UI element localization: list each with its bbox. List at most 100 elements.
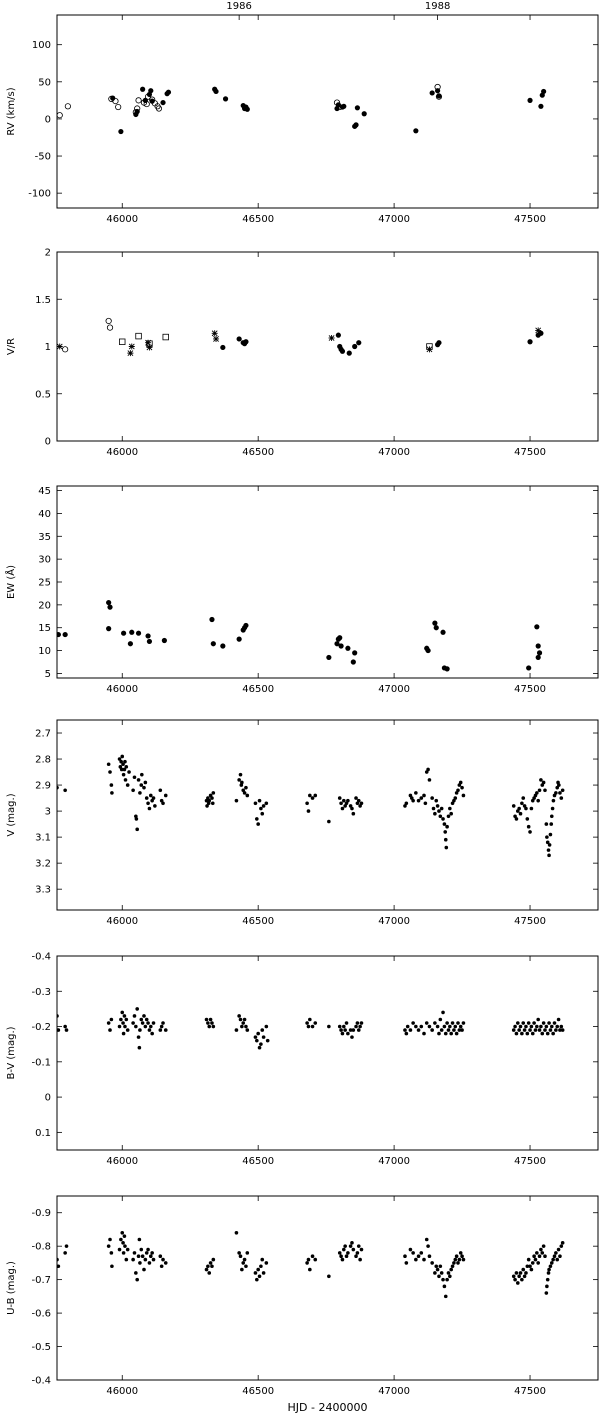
data-point [555,1024,560,1029]
data-point [452,1261,456,1265]
x-axis-label: HJD - 2400000 [288,1401,368,1414]
data-point [456,1021,460,1025]
data-point [408,1028,413,1032]
data-point [147,806,152,811]
data-point [551,1257,555,1262]
data-point [438,814,443,819]
data-point [131,1021,135,1025]
plot-frame [56,719,599,911]
data-point-open [115,103,122,111]
data-point [144,1017,149,1022]
data-point [240,1024,244,1029]
x-tick-label: 47500 [514,916,546,927]
data-point [124,765,129,769]
data-point [549,814,554,819]
data-point [144,796,149,800]
data-point [153,804,157,808]
data-point [255,1038,259,1043]
data-point [528,1028,532,1032]
plot-frame [56,485,599,679]
data-point-filled [356,340,362,346]
data-point [245,1251,250,1255]
data-point [419,1251,424,1255]
data-point [234,1028,239,1032]
data-point [460,1028,464,1032]
data-point [529,1267,534,1272]
data-point [348,1028,353,1032]
x-tick-label: 46500 [242,214,274,225]
y-axis-label: U-B (mag.) [6,1261,17,1315]
data-point-filled [129,629,135,635]
data-point [513,1024,517,1029]
data-point-filled [243,339,249,345]
data-point [151,796,156,800]
data-point [520,1277,524,1282]
top-year-label: 1988 [425,1,450,12]
data-point [529,1024,534,1029]
data-point [449,1031,453,1036]
data-point [554,791,558,795]
y-tick-label: -0.4 [31,1376,51,1387]
data-point [134,1024,138,1029]
data-point [533,1257,538,1262]
data-point-filled [62,631,68,638]
data-point [445,1277,449,1282]
data-point-filled [535,654,541,661]
data-point [137,1045,142,1050]
data-point-filled [345,645,351,651]
data-point [422,1257,426,1262]
data-point [110,1264,114,1269]
data-point [144,1251,149,1255]
data-point [125,1028,130,1032]
data-point-filled [127,641,134,647]
data-point [547,853,551,858]
data-point [207,1271,212,1275]
data-point [525,1264,530,1269]
data-point [139,1017,144,1022]
data-point [159,1024,164,1029]
data-point [454,1031,459,1036]
data-point-open [112,98,119,105]
data-point [234,798,239,803]
data-point [109,1251,114,1255]
data-point [433,1021,437,1025]
y-tick-label: 20 [38,600,51,611]
x-tick-label: 47000 [378,214,410,225]
y-tick-label: -0.8 [31,1242,51,1253]
data-point [438,1264,443,1269]
data-point-filled [436,340,442,346]
data-point [140,1254,145,1259]
data-point [308,793,312,798]
x-tick-label: 47000 [378,1386,410,1397]
data-point [532,1021,536,1025]
data-point [327,1274,331,1279]
data-point [240,780,244,785]
data-point [437,1274,441,1279]
data-point [127,770,131,774]
data-point [344,1021,349,1025]
data-point [552,1254,557,1259]
data-point-filled [346,350,352,356]
y-tick-label: -0.4 [31,952,51,963]
data-point [148,793,153,798]
data-point [422,1031,426,1036]
data-point [449,1267,453,1272]
y-tick-label: 25 [38,578,51,589]
data-point [241,1261,246,1265]
data-point [63,1251,67,1255]
data-point [529,806,534,811]
data-point [457,1028,462,1032]
data-point [411,1021,415,1025]
data-point [520,801,524,806]
data-point [517,806,521,811]
data-point [558,791,562,795]
data-point [403,1028,407,1032]
data-point [359,801,364,806]
panel-1: 46000 46500 47000 47500 -100 -50 0 50 100 RV (km/… [6,14,599,225]
data-point-filled [213,88,219,95]
x-tick-label: 47500 [514,1386,546,1397]
y-tick-label: -0.7 [31,1275,51,1286]
data-point-filled [361,111,367,117]
data-point [242,1257,247,1262]
data-point [533,1028,538,1032]
